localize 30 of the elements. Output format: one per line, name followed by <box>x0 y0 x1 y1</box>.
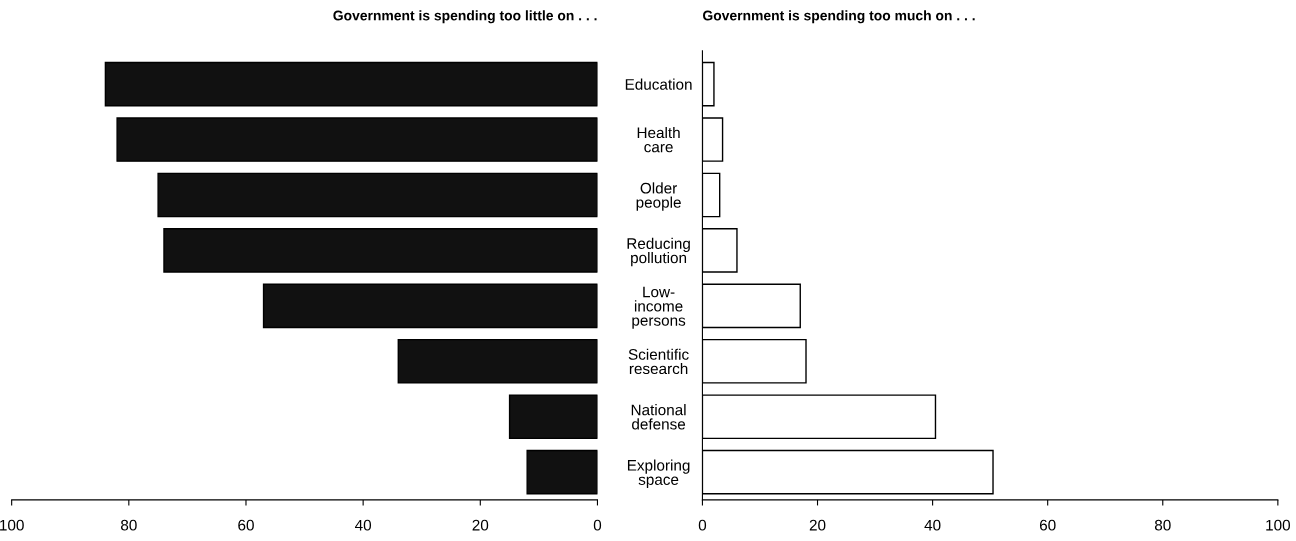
y-tick-label: Older people <box>636 182 681 211</box>
bar <box>116 117 598 162</box>
x-tick-label: 60 <box>238 519 254 531</box>
x-tick-label: 40 <box>354 519 372 531</box>
y-tick-label: Health care <box>637 126 680 153</box>
x-tick-label: 0 <box>698 519 707 531</box>
bar <box>163 228 598 273</box>
y-tick-label: Exploring space <box>627 459 690 488</box>
bar <box>526 449 598 495</box>
x-tick-label: 80 <box>120 519 137 531</box>
x-tick-label: 100 <box>0 519 24 531</box>
bar <box>397 338 598 384</box>
x-tick-label: 20 <box>472 519 489 531</box>
x-tick-label: 40 <box>924 519 941 531</box>
bar <box>508 394 598 440</box>
chart-title: Government is spending too much on . . . <box>703 10 975 24</box>
y-tick-label: National defense <box>631 404 686 430</box>
x-tick-label: 0 <box>593 519 602 531</box>
bar <box>104 61 598 107</box>
chart-title: Government is spending too little on . . . <box>333 10 597 24</box>
y-tick-label: Reducing pollution <box>627 237 690 267</box>
x-tick-label: 20 <box>809 519 826 531</box>
y-tick-label: Scientific research <box>628 348 689 375</box>
x-tick-label: 60 <box>1039 519 1056 531</box>
y-tick-label: Low- income persons <box>632 286 686 329</box>
bar <box>262 283 598 329</box>
y-tick-label: Education <box>625 78 692 90</box>
x-tick-label: 100 <box>1266 519 1290 531</box>
bar <box>157 172 598 218</box>
x-tick-label: 80 <box>1154 519 1171 531</box>
